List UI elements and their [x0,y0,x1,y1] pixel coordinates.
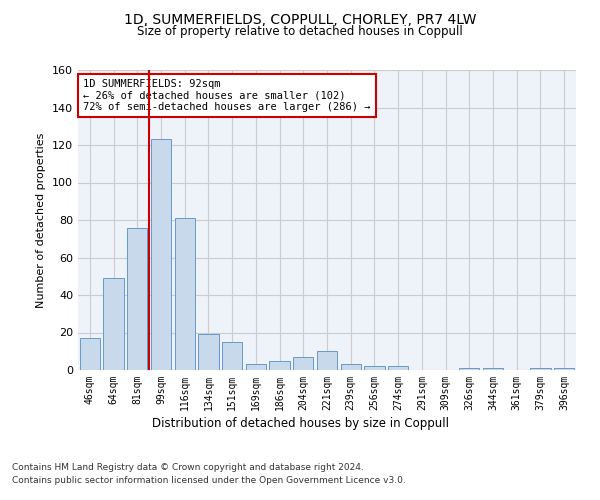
Text: 1D SUMMERFIELDS: 92sqm
← 26% of detached houses are smaller (102)
72% of semi-de: 1D SUMMERFIELDS: 92sqm ← 26% of detached… [83,79,370,112]
Bar [554,368,574,370]
Bar [127,228,148,370]
Bar [269,360,290,370]
Text: Contains HM Land Registry data © Crown copyright and database right 2024.: Contains HM Land Registry data © Crown c… [12,462,364,471]
Text: Size of property relative to detached houses in Coppull: Size of property relative to detached ho… [137,25,463,38]
Bar [151,140,171,370]
Bar [293,357,313,370]
Bar [364,366,385,370]
Bar [530,368,551,370]
Text: Distribution of detached houses by size in Coppull: Distribution of detached houses by size … [151,418,449,430]
Bar [222,342,242,370]
Bar [80,338,100,370]
Text: Contains public sector information licensed under the Open Government Licence v3: Contains public sector information licen… [12,476,406,485]
Text: 1D, SUMMERFIELDS, COPPULL, CHORLEY, PR7 4LW: 1D, SUMMERFIELDS, COPPULL, CHORLEY, PR7 … [124,12,476,26]
Bar [175,218,195,370]
Bar [199,334,218,370]
Bar [388,366,408,370]
Bar [459,368,479,370]
Bar [103,278,124,370]
Y-axis label: Number of detached properties: Number of detached properties [37,132,46,308]
Bar [317,351,337,370]
Bar [246,364,266,370]
Bar [341,364,361,370]
Bar [483,368,503,370]
